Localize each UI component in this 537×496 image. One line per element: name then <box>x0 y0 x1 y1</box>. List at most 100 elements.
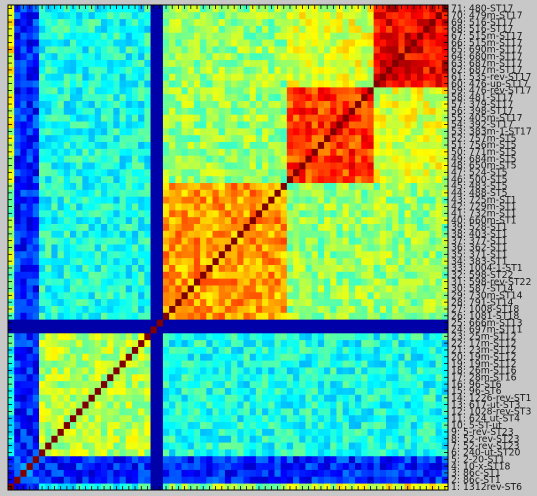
heatmap-cell <box>231 319 238 327</box>
heatmap-cell <box>262 162 269 170</box>
heatmap-cell <box>336 59 344 67</box>
heatmap-cell <box>336 11 344 20</box>
heatmap-cell <box>51 394 58 402</box>
heatmap-cell <box>317 250 325 259</box>
heatmap-cell <box>373 148 381 156</box>
heatmap-cell <box>206 455 213 464</box>
heatmap-cell <box>107 237 114 245</box>
heatmap-cell <box>113 387 120 395</box>
heatmap-cell <box>38 66 46 74</box>
heatmap-cell <box>144 141 151 149</box>
heatmap-cell <box>231 121 238 129</box>
heatmap-cell <box>361 25 368 33</box>
heatmap-cell <box>410 339 418 347</box>
heatmap-cell <box>20 298 27 306</box>
heatmap-cell <box>268 175 275 183</box>
heatmap-cell <box>131 428 139 436</box>
heatmap-cell <box>206 353 213 361</box>
heatmap-cell <box>150 264 158 272</box>
heatmap-cell <box>212 291 220 300</box>
heatmap-cell <box>336 93 344 102</box>
heatmap-cell <box>286 305 294 313</box>
heatmap-cell <box>169 257 176 265</box>
heatmap-cell <box>51 189 58 197</box>
heatmap-cell <box>311 435 319 443</box>
heatmap-cell <box>249 339 257 347</box>
heatmap-cell <box>317 408 325 416</box>
heatmap-cell <box>38 449 46 457</box>
heatmap-cell <box>367 141 375 149</box>
heatmap-cell <box>200 360 207 368</box>
heatmap-cell <box>187 264 195 272</box>
heatmap-cell <box>361 107 368 115</box>
heatmap-cell <box>51 127 58 136</box>
heatmap-cell <box>404 339 412 347</box>
heatmap-cell <box>63 196 71 204</box>
heatmap-cell <box>311 250 319 259</box>
heatmap-cell <box>20 476 27 484</box>
heatmap-cell <box>243 271 251 279</box>
heatmap-cell <box>237 408 244 416</box>
heatmap-cell <box>181 462 189 470</box>
heatmap-cell <box>100 148 108 156</box>
heatmap-cell <box>169 148 176 156</box>
heatmap-cell <box>355 271 362 279</box>
heatmap-cell <box>14 25 21 33</box>
heatmap-cell <box>392 332 399 341</box>
heatmap-cell <box>38 59 46 67</box>
heatmap-cell <box>45 346 52 354</box>
heatmap-cell <box>187 305 195 313</box>
heatmap-cell <box>94 414 102 423</box>
heatmap-cell <box>162 305 170 313</box>
heatmap-cell <box>175 216 182 224</box>
heatmap-cell <box>435 39 443 47</box>
heatmap-cell <box>274 414 282 423</box>
heatmap-cell <box>125 449 133 457</box>
heatmap-cell <box>51 59 58 67</box>
heatmap-cell <box>138 264 145 272</box>
heatmap-cell <box>94 326 102 334</box>
heatmap-cell <box>373 189 381 197</box>
heatmap-cell <box>45 408 52 416</box>
heatmap-cell <box>150 32 158 40</box>
heatmap-cell <box>435 107 443 115</box>
heatmap-cell <box>169 134 176 143</box>
heatmap-cell <box>76 339 83 347</box>
heatmap-cell <box>429 25 437 33</box>
heatmap-cell <box>119 360 127 368</box>
heatmap-cell <box>255 59 263 67</box>
heatmap-cell <box>355 291 362 300</box>
heatmap-cell <box>423 168 430 177</box>
heatmap-cell <box>57 428 65 436</box>
heatmap-cell <box>20 250 27 259</box>
heatmap-cell <box>113 346 120 354</box>
heatmap-cell <box>361 39 368 47</box>
heatmap-cell <box>262 319 269 327</box>
heatmap-cell <box>100 257 108 265</box>
heatmap-cell <box>336 80 344 88</box>
heatmap-cell <box>131 127 139 136</box>
heatmap-cell <box>181 100 189 108</box>
heatmap-cell <box>193 18 201 26</box>
heatmap-cell <box>156 257 164 265</box>
heatmap-cell <box>26 346 34 354</box>
heatmap-cell <box>162 175 170 183</box>
heatmap-cell <box>379 408 387 416</box>
heatmap-cell <box>38 93 46 102</box>
heatmap-cell <box>231 380 238 388</box>
heatmap-cell <box>20 401 27 409</box>
heatmap-cell <box>410 223 418 231</box>
heatmap-cell <box>305 298 313 306</box>
heatmap-cell <box>286 203 294 211</box>
heatmap-cell <box>162 257 170 265</box>
heatmap-cell <box>107 278 114 286</box>
heatmap-cell <box>156 45 164 54</box>
heatmap-cell <box>324 39 331 47</box>
heatmap-cell <box>268 107 275 115</box>
heatmap-cell <box>299 449 306 457</box>
heatmap-cell <box>138 414 145 423</box>
heatmap-cell <box>193 189 201 197</box>
heatmap-cell <box>373 52 381 61</box>
heatmap-cell <box>386 291 393 300</box>
heatmap-cell <box>38 209 46 218</box>
